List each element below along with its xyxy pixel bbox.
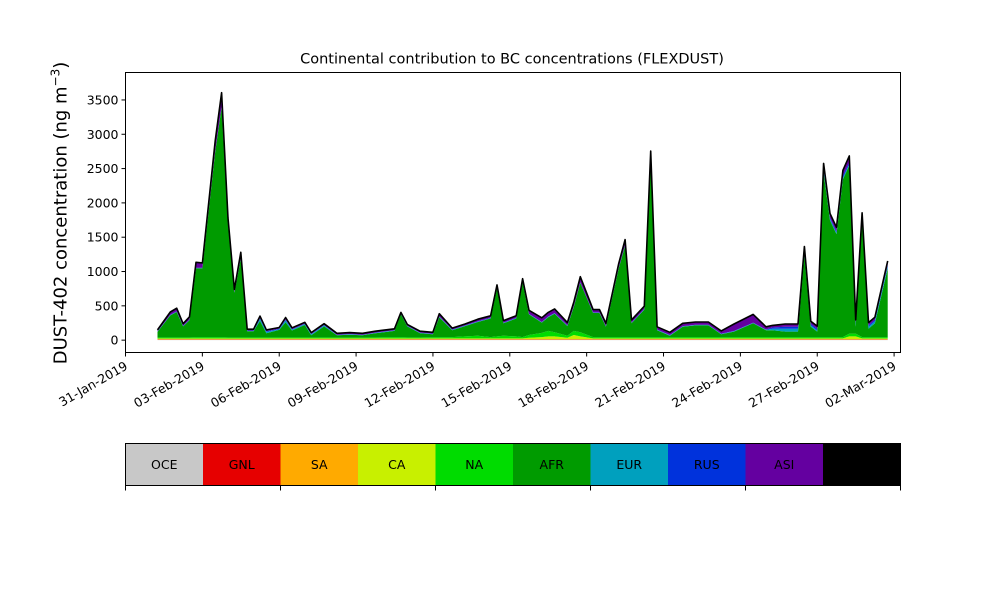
legend-label-eur: EUR bbox=[616, 457, 642, 472]
x-tick-label: 18-Feb-2019 bbox=[515, 358, 591, 410]
area-afr bbox=[157, 107, 888, 338]
legend-label-gnl: GNL bbox=[229, 457, 255, 472]
y-tick-label: 3000 bbox=[87, 127, 119, 142]
y-axis-ticks: 0 500 1000 1500 2000 2500 3000 3500 bbox=[87, 92, 126, 348]
color-legend: OCE GNL SA CA NA AFR EUR RUS ASI AUS bbox=[125, 443, 901, 491]
y-tick-label: 1500 bbox=[87, 230, 119, 245]
legend-swatch-eur bbox=[590, 443, 669, 486]
y-tick-label: 2500 bbox=[87, 161, 119, 176]
x-tick-label: 09-Feb-2019 bbox=[285, 358, 361, 410]
y-tick-label: 2000 bbox=[87, 195, 119, 210]
legend-label-asi: ASI bbox=[774, 457, 794, 472]
area-na bbox=[157, 330, 888, 339]
x-tick-label: 02-Mar-2019 bbox=[822, 358, 898, 411]
legend-frame bbox=[125, 443, 901, 486]
y-axis-label-main: DUST-402 concentration (ng m bbox=[51, 86, 72, 364]
y-tick-label: 500 bbox=[95, 298, 119, 313]
legend-label-rus: RUS bbox=[694, 457, 720, 472]
y-axis-label-superscript: −3 bbox=[49, 69, 63, 87]
legend-label-afr: AFR bbox=[540, 457, 565, 472]
total-outline bbox=[156, 91, 889, 335]
x-tick-label: 31-Jan-2019 bbox=[56, 358, 130, 409]
legend-swatch-ca bbox=[358, 443, 436, 486]
x-tick-label: 27-Feb-2019 bbox=[746, 358, 822, 410]
legend-label-sa: SA bbox=[311, 457, 328, 472]
legend-label-aus: AUS bbox=[849, 457, 875, 472]
legend-swatch-oce bbox=[125, 443, 204, 486]
x-tick-label: 03-Feb-2019 bbox=[131, 358, 207, 410]
y-axis-label: DUST-402 concentration (ng m−3) bbox=[49, 62, 72, 365]
legend-swatch-na bbox=[435, 443, 514, 486]
y-tick-label: 0 bbox=[111, 333, 119, 348]
y-tick-label: 1000 bbox=[87, 264, 119, 279]
y-tick-label: 3500 bbox=[87, 92, 119, 107]
y-axis-label-close: ) bbox=[51, 62, 72, 69]
x-tick-label: 24-Feb-2019 bbox=[669, 358, 745, 410]
x-tick-label: 12-Feb-2019 bbox=[362, 358, 438, 410]
legend-label-ca: CA bbox=[388, 457, 406, 472]
stacked-areas bbox=[156, 91, 889, 341]
legend-swatch-asi bbox=[745, 443, 824, 486]
legend-swatch-rus bbox=[668, 443, 746, 486]
legend-label-oce: OCE bbox=[151, 457, 178, 472]
x-tick-label: 06-Feb-2019 bbox=[208, 358, 284, 410]
legend-swatch-gnl bbox=[203, 443, 281, 486]
x-tick-label: 15-Feb-2019 bbox=[438, 358, 514, 410]
chart-title: Continental contribution to BC concentra… bbox=[300, 52, 724, 68]
legend-swatch-sa bbox=[280, 443, 359, 486]
legend-swatch-afr bbox=[513, 443, 591, 486]
legend-label-na: NA bbox=[465, 457, 483, 472]
area-ca bbox=[157, 335, 888, 340]
legend-swatch-aus bbox=[823, 443, 901, 486]
x-tick-label: 21-Feb-2019 bbox=[592, 358, 668, 410]
plot-area-frame bbox=[125, 72, 901, 353]
x-axis-ticks: 31-Jan-2019 03-Feb-2019 06-Feb-2019 09-Feb-… bbox=[56, 352, 899, 411]
